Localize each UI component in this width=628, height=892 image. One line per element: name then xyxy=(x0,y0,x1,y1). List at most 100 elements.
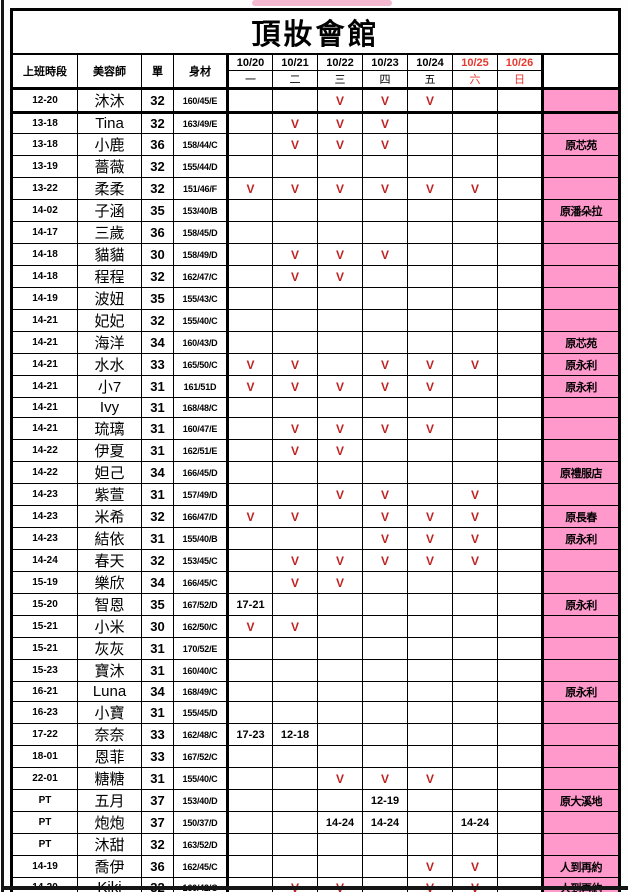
note-cell xyxy=(541,397,620,418)
availability-cell xyxy=(272,659,318,682)
availability-cell xyxy=(226,483,273,506)
availability-cell: 14-24 xyxy=(362,811,408,834)
col-header-body: 身材 xyxy=(173,53,228,90)
table-header: 頂妝會館 上班時段 美容師 單 身材 10/20 10/21 10/22 10/23 1… xyxy=(11,9,620,90)
availability-check: V xyxy=(317,483,363,506)
col-header-time: 上班時段 xyxy=(11,53,78,90)
availability-check: V xyxy=(362,177,408,200)
availability-cell xyxy=(497,789,543,812)
beautician-name: 程程 xyxy=(77,265,142,288)
availability-check: V xyxy=(317,375,363,398)
beautician-name: 灰灰 xyxy=(77,637,142,660)
shift-time: 14-23 xyxy=(11,505,78,528)
availability-check: V xyxy=(317,88,363,114)
availability-cell xyxy=(272,637,318,660)
schedule-row-喬伊: 14-19 喬伊 36 162/45/C V V 人到再約 xyxy=(11,855,620,878)
beautician-name: 結依 xyxy=(77,527,142,550)
body-stats: 160/43/D xyxy=(173,331,228,354)
availability-cell xyxy=(272,789,318,812)
beautician-name: 水水 xyxy=(77,353,142,376)
beautician-name: 海洋 xyxy=(77,331,142,354)
schedule-row-Ivy: 14-21 Ivy 31 168/48/C xyxy=(11,397,620,418)
availability-cell xyxy=(407,615,453,638)
body-stats: 157/49/D xyxy=(173,483,228,506)
availability-check: V xyxy=(362,527,408,550)
availability-cell xyxy=(226,767,273,790)
schedule-row-小寶: 16-23 小寶 31 155/45/D xyxy=(11,701,620,724)
note-cell xyxy=(541,811,620,834)
availability-check: V xyxy=(452,483,498,506)
note-cell xyxy=(541,112,620,134)
page-title: 頂妝會館 xyxy=(11,9,620,55)
order-count: 32 xyxy=(141,833,174,856)
schedule-row-糖糖: 22-01 糖糖 31 155/40/C V V V xyxy=(11,767,620,790)
beautician-name: 子涵 xyxy=(77,199,142,222)
body-stats: 150/37/D xyxy=(173,811,228,834)
availability-check: V xyxy=(272,549,318,572)
order-count: 31 xyxy=(141,483,174,506)
availability-check: V xyxy=(407,177,453,200)
schedule-row-Luna: 16-21 Luna 34 168/49/C 原永利 xyxy=(11,681,620,702)
note-cell xyxy=(541,265,620,288)
availability-cell xyxy=(362,571,408,594)
availability-cell xyxy=(452,745,498,768)
order-count: 32 xyxy=(141,505,174,528)
shift-time: 14-24 xyxy=(11,549,78,572)
availability-cell xyxy=(317,681,363,702)
availability-check: V xyxy=(272,112,318,134)
order-count: 37 xyxy=(141,811,174,834)
order-count: 31 xyxy=(141,397,174,418)
availability-cell xyxy=(497,155,543,178)
body-stats: 162/51/E xyxy=(173,439,228,462)
availability-cell xyxy=(317,615,363,638)
body-stats: 163/52/D xyxy=(173,833,228,856)
shift-time: 14-21 xyxy=(11,397,78,418)
availability-cell xyxy=(497,681,543,702)
schedule-row-妃妃: 14-21 妃妃 32 155/40/C xyxy=(11,309,620,332)
availability-cell xyxy=(452,309,498,332)
availability-check: V xyxy=(362,375,408,398)
availability-check: V xyxy=(407,353,453,376)
shift-time: PT xyxy=(11,789,78,812)
availability-cell xyxy=(362,309,408,332)
beautician-name: 五月 xyxy=(77,789,142,812)
order-count: 32 xyxy=(141,309,174,332)
shift-time: 13-22 xyxy=(11,177,78,200)
shift-time: 14-21 xyxy=(11,375,78,398)
beautician-name: 米希 xyxy=(77,505,142,528)
availability-cell: 14-24 xyxy=(317,811,363,834)
availability-cell xyxy=(317,723,363,746)
shift-time: 18-01 xyxy=(11,745,78,768)
availability-cell xyxy=(226,527,273,550)
beautician-name: 琉璃 xyxy=(77,417,142,440)
beautician-name: 小7 xyxy=(77,375,142,398)
shift-time: 22-01 xyxy=(11,767,78,790)
availability-cell xyxy=(272,681,318,702)
availability-cell xyxy=(497,833,543,856)
order-count: 34 xyxy=(141,571,174,594)
note-cell xyxy=(541,88,620,114)
availability-cell xyxy=(497,505,543,528)
availability-cell xyxy=(226,88,273,114)
availability-cell xyxy=(452,331,498,354)
availability-cell xyxy=(407,723,453,746)
body-stats: 160/40/C xyxy=(173,659,228,682)
availability-cell: 12-19 xyxy=(362,789,408,812)
note-cell: 原永利 xyxy=(541,681,620,702)
note-cell: 原長春 xyxy=(541,505,620,528)
body-stats: 155/43/C xyxy=(173,287,228,310)
body-stats: 163/49/E xyxy=(173,112,228,134)
schedule-rows: 12-20 沐沐 32 160/45/E V V V 13-18 Tina 32 163/49/E V… xyxy=(11,88,620,892)
availability-cell xyxy=(452,243,498,266)
availability-cell xyxy=(226,397,273,418)
availability-cell xyxy=(407,593,453,616)
availability-cell xyxy=(362,461,408,484)
body-stats: 162/50/C xyxy=(173,615,228,638)
scan-edge-bottom xyxy=(2,886,628,890)
availability-cell xyxy=(226,461,273,484)
availability-check: V xyxy=(272,375,318,398)
shift-time: 13-18 xyxy=(11,112,78,134)
shift-time: 14-21 xyxy=(11,331,78,354)
availability-check: V xyxy=(362,243,408,266)
order-count: 36 xyxy=(141,133,174,156)
